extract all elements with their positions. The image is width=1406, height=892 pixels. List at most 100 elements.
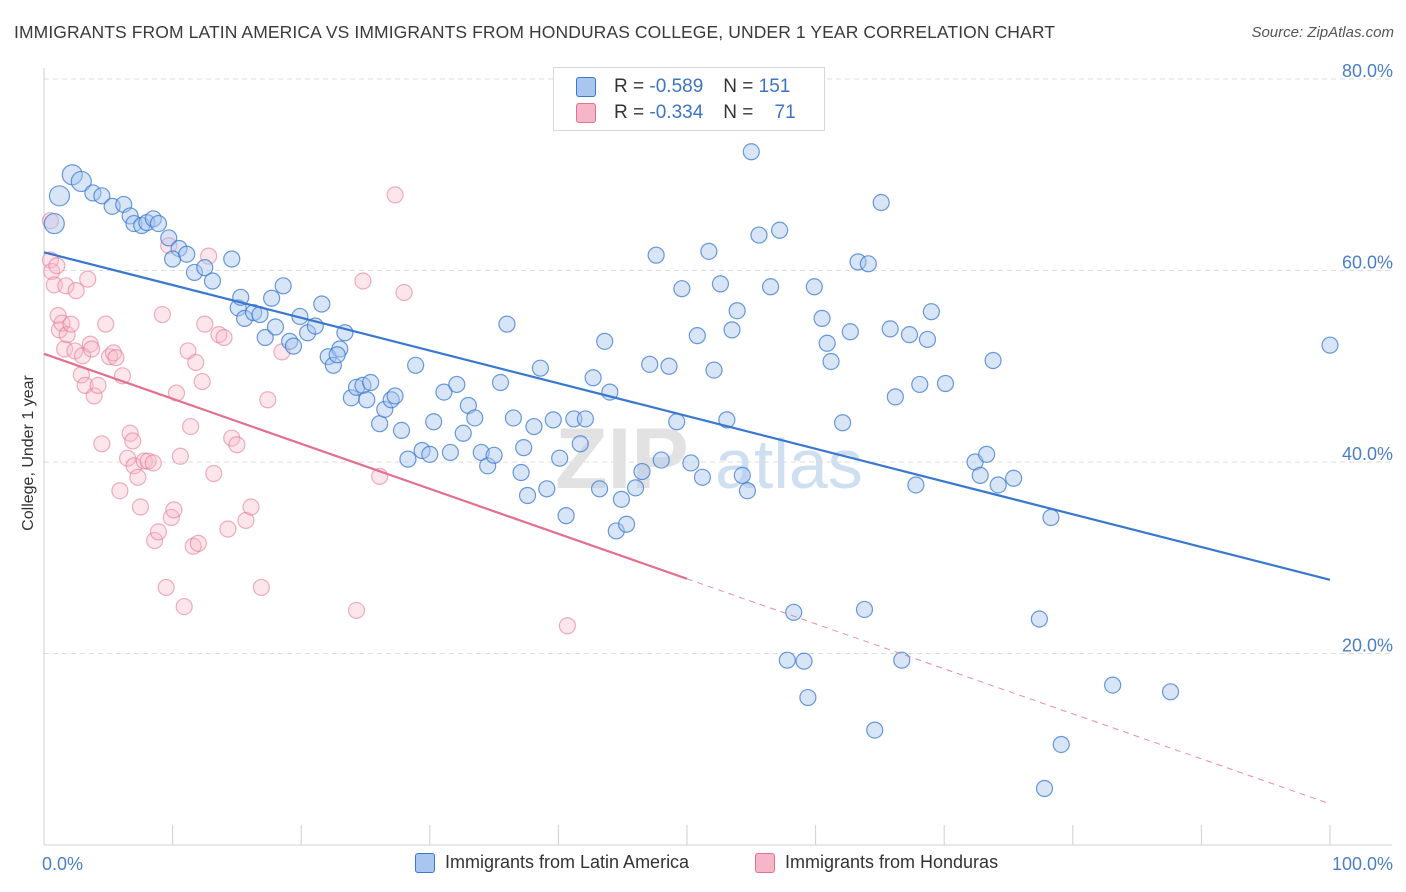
data-point-honduras — [131, 498, 150, 516]
legend-n-value-honduras: 71 — [774, 102, 796, 123]
data-point-latin — [538, 480, 556, 498]
data-point-honduras — [175, 597, 193, 616]
data-point-latin — [454, 424, 472, 442]
data-point-honduras — [259, 391, 277, 409]
data-point-honduras — [145, 531, 164, 550]
data-point-latin — [274, 277, 292, 295]
series-latin-points — [43, 143, 1339, 798]
data-point-honduras — [386, 186, 404, 204]
legend-row-honduras: R = -0.334 N = 71 — [576, 101, 796, 125]
data-point-latin — [841, 323, 859, 341]
legend-label-latin: Immigrants from Latin America — [445, 852, 690, 872]
data-point-latin — [989, 476, 1007, 494]
data-point-honduras — [228, 436, 246, 454]
data-point-latin — [284, 337, 303, 355]
data-point-latin — [711, 275, 730, 293]
data-point-honduras — [82, 340, 101, 358]
legend-item-latin: Immigrants from Latin America — [415, 852, 689, 873]
data-point-honduras — [62, 315, 80, 333]
data-point-honduras — [171, 447, 189, 465]
legend-swatch-latin — [415, 852, 435, 873]
y-tick-label: 60.0% — [1342, 253, 1393, 273]
data-point-latin — [849, 253, 867, 271]
y-tick-label: 40.0% — [1342, 444, 1393, 464]
data-point-latin — [660, 357, 678, 375]
data-point-honduras — [395, 283, 413, 302]
data-point-honduras — [144, 454, 162, 472]
data-point-latin — [918, 330, 937, 349]
data-point-latin — [907, 476, 925, 494]
data-point-latin — [466, 409, 484, 427]
y-tick-label: 80.0% — [1342, 61, 1393, 81]
x-tick-label: 0.0% — [42, 854, 83, 874]
data-point-latin — [441, 443, 459, 462]
data-point-latin — [612, 490, 631, 508]
data-point-latin — [936, 374, 955, 393]
x-tick-label: 100.0% — [1332, 854, 1393, 874]
data-point-honduras — [252, 578, 270, 597]
data-point-latin — [723, 321, 741, 339]
data-point-latin — [485, 446, 503, 464]
data-point-latin — [531, 359, 549, 377]
data-point-latin — [371, 415, 389, 433]
data-point-latin — [203, 272, 222, 290]
data-point-honduras — [196, 315, 214, 333]
data-point-latin — [626, 479, 645, 497]
legend-n-label: N = — [723, 102, 754, 123]
data-point-latin — [196, 259, 214, 277]
data-point-latin — [668, 413, 686, 431]
data-point-latin — [313, 295, 331, 313]
data-point-honduras — [215, 328, 233, 347]
data-point-honduras — [58, 326, 76, 344]
data-point-latin — [647, 246, 665, 264]
data-point-latin — [1161, 683, 1180, 701]
data-point-honduras — [189, 534, 207, 552]
legend-r-value-latin: -0.589 — [649, 76, 704, 97]
data-point-latin — [886, 388, 904, 406]
data-point-latin — [633, 462, 651, 481]
data-point-honduras — [205, 464, 223, 483]
legend-swatch-latin — [576, 77, 596, 97]
data-point-latin — [263, 289, 281, 307]
data-point-latin — [328, 346, 346, 364]
data-point-latin — [160, 229, 178, 247]
data-point-honduras — [347, 601, 366, 620]
y-tick-labels: 20.0% 40.0% 60.0% 80.0% — [1342, 61, 1393, 656]
data-point-latin — [518, 486, 537, 505]
data-point-latin — [435, 383, 453, 401]
data-point-latin — [881, 320, 899, 338]
data-point-latin — [571, 435, 589, 453]
correlation-legend: R = -0.589 N = 151 R = -0.334 N = 71 — [553, 67, 825, 131]
data-point-latin — [718, 411, 736, 429]
data-point-latin — [515, 439, 533, 457]
legend-r-label: R = — [614, 76, 645, 97]
data-point-latin — [742, 143, 760, 161]
data-point-latin — [1321, 336, 1339, 354]
data-point-latin — [324, 356, 342, 374]
data-point-latin — [448, 375, 466, 394]
data-point-honduras — [97, 315, 115, 333]
data-point-honduras — [79, 270, 97, 288]
data-point-honduras — [354, 272, 372, 290]
data-point-latin — [590, 480, 609, 498]
data-point-honduras — [124, 432, 142, 450]
data-point-latin — [256, 328, 274, 347]
data-point-latin — [1005, 469, 1023, 487]
data-point-latin — [859, 255, 877, 273]
data-point-latin — [43, 212, 65, 235]
data-point-latin — [70, 170, 92, 193]
data-point-honduras — [182, 417, 200, 436]
data-point-latin — [818, 334, 836, 352]
data-point-latin — [617, 515, 636, 533]
data-point-latin — [911, 375, 929, 394]
data-point-latin — [733, 466, 751, 485]
chart-title: IMMIGRANTS FROM LATIN AMERICA VS IMMIGRA… — [14, 22, 1056, 42]
data-point-latin — [799, 688, 817, 707]
data-point-latin — [504, 409, 522, 427]
data-point-latin — [576, 410, 595, 428]
data-point-latin — [386, 387, 404, 405]
trend-line-honduras-extension — [686, 578, 1331, 805]
data-point-latin — [557, 507, 575, 525]
data-point-latin — [223, 250, 241, 268]
data-point-latin — [922, 303, 940, 321]
